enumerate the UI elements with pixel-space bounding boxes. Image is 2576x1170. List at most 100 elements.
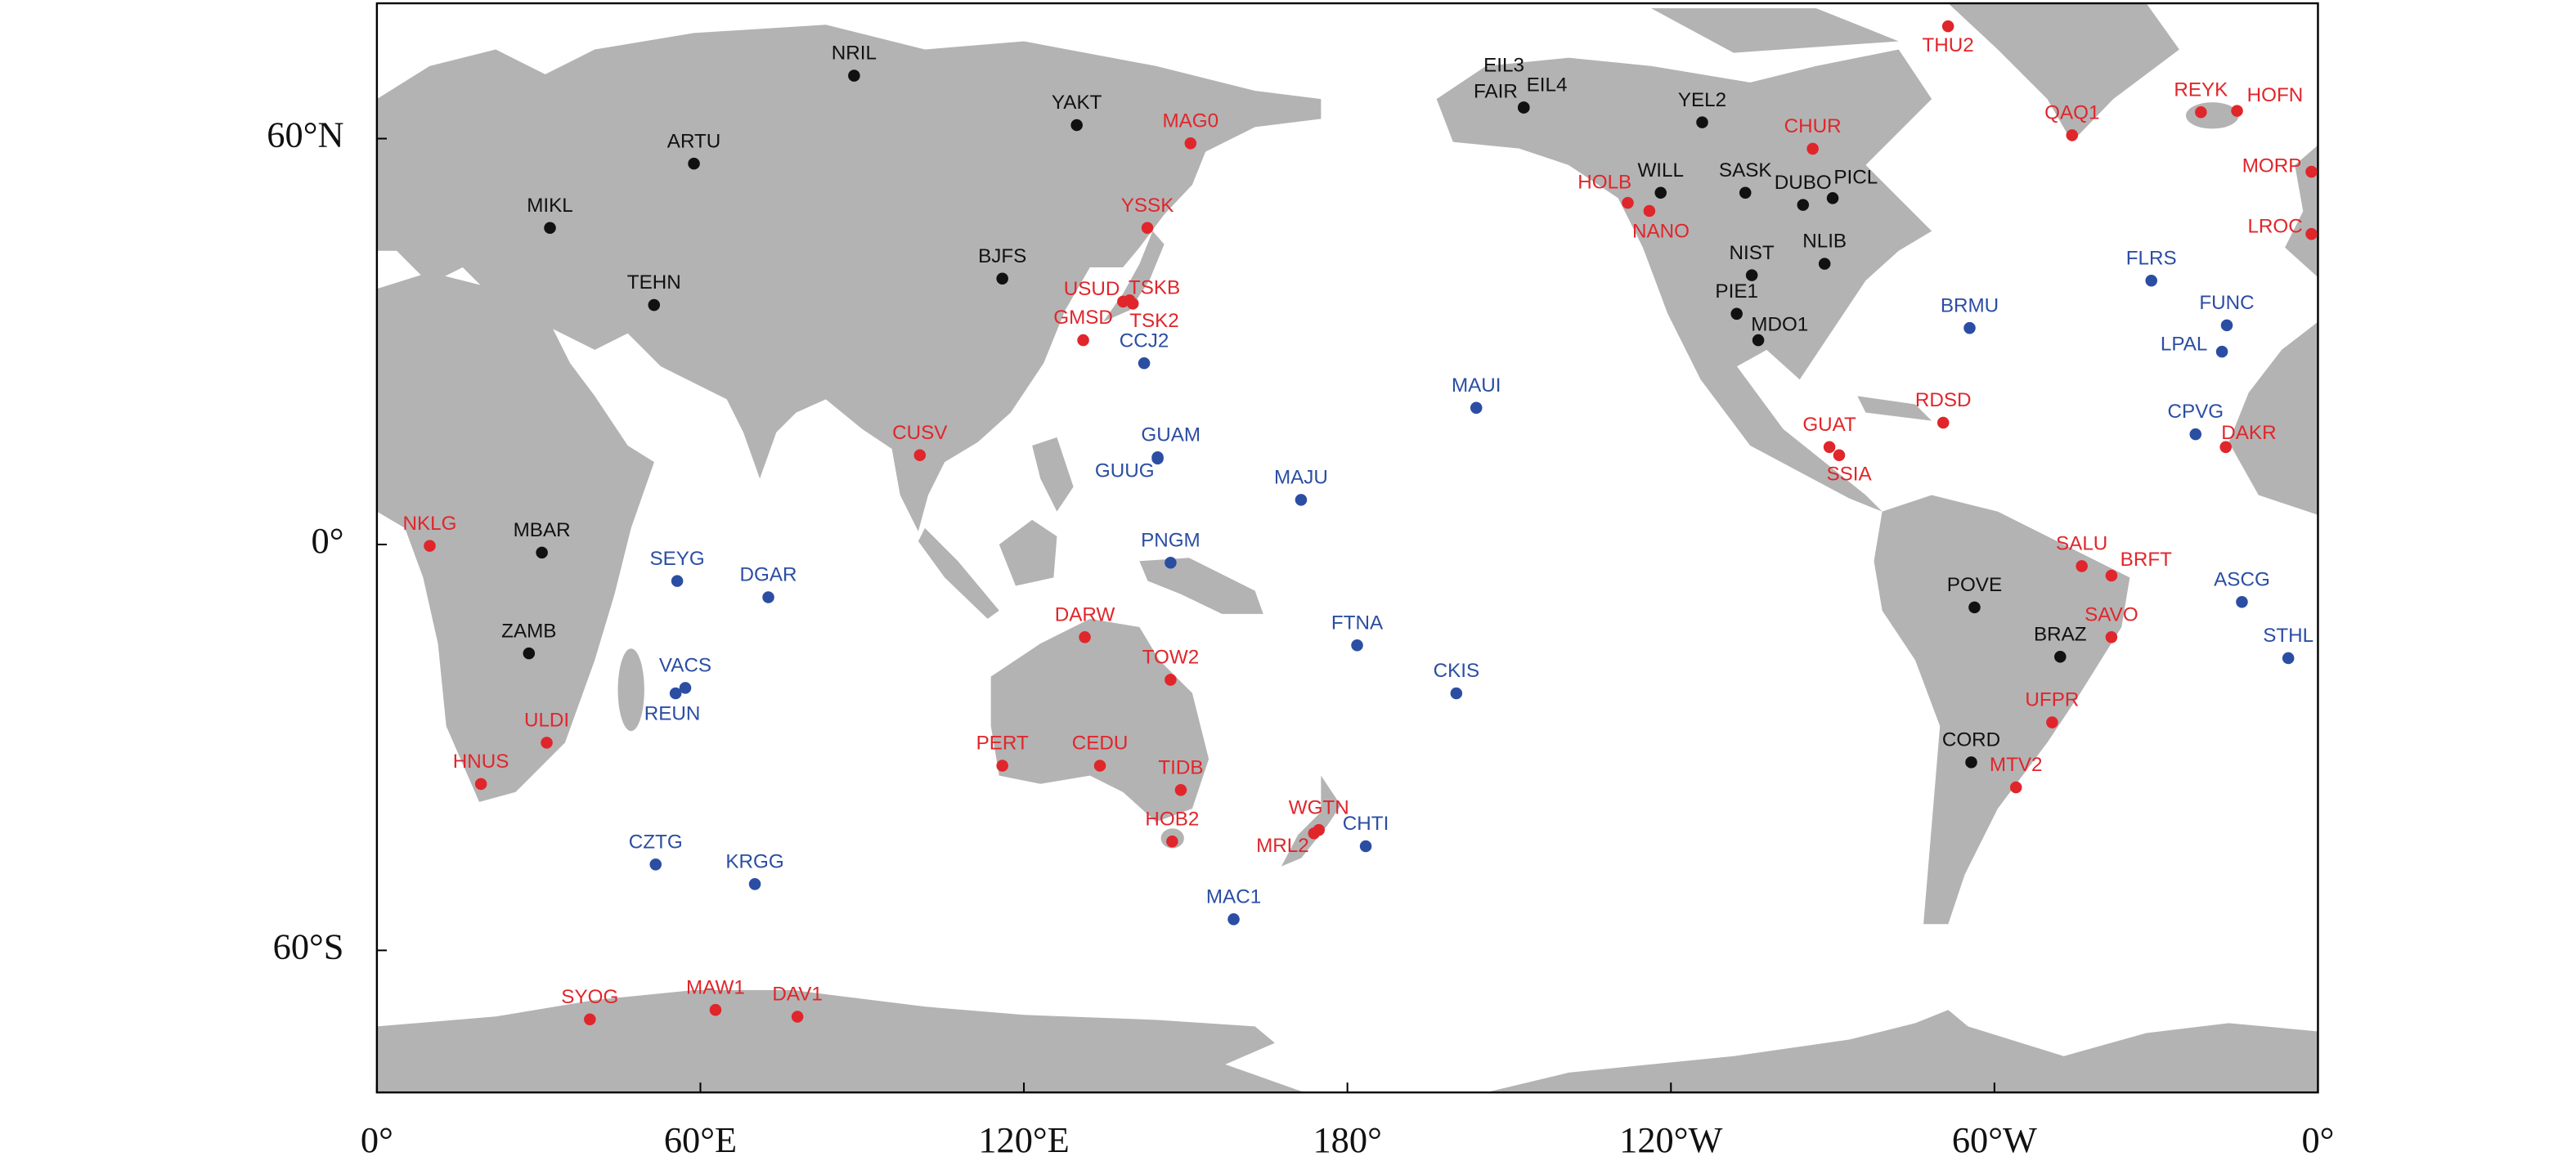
station-label: HOFN <box>2247 84 2304 106</box>
station-dot <box>1826 192 1839 204</box>
station-label: DUBO <box>1775 172 1832 194</box>
station-label: EIL3 <box>1483 54 1524 76</box>
station-label: PICL <box>1833 166 1878 188</box>
station-dot <box>748 878 761 890</box>
station-dot <box>791 1011 804 1023</box>
station-dot <box>544 222 556 234</box>
station-dot <box>1151 452 1164 465</box>
station-dot <box>2066 129 2079 141</box>
station-dot <box>1165 674 1177 686</box>
x-tick-label: 0° <box>2301 1119 2334 1160</box>
africa <box>376 272 654 802</box>
station-label: BRAZ <box>2034 623 2087 645</box>
station-dot <box>1070 119 1083 132</box>
station-dot <box>1833 449 1846 462</box>
station-label: WILL <box>1637 159 1684 182</box>
station-dot <box>1079 631 1091 643</box>
station-dot <box>1166 835 1178 848</box>
station-dot <box>1351 639 1363 652</box>
station-dot <box>1823 441 1836 454</box>
north-america <box>1436 49 1932 512</box>
station-label: SSIA <box>1826 463 1872 485</box>
station-label: CCJ2 <box>1120 329 1169 352</box>
x-tick-label: 180° <box>1313 1119 1381 1160</box>
station-dot <box>1941 20 1954 33</box>
station-label: HNUS <box>453 751 509 773</box>
station-label: CKIS <box>1434 660 1480 682</box>
station-label: CHUR <box>1784 115 1842 137</box>
station-dot <box>671 575 684 587</box>
x-tick-label: 120°E <box>978 1119 1069 1160</box>
station-label: DGAR <box>740 564 797 586</box>
station-label: DARW <box>1055 603 1115 625</box>
station-label: ULDI <box>524 710 569 732</box>
station-label: LROC <box>2247 215 2302 237</box>
station-dot <box>1227 913 1240 926</box>
station-label: MAC1 <box>1206 885 1261 908</box>
station-label: LPAL <box>2161 333 2207 355</box>
station-dot <box>541 737 553 749</box>
station-label: FTNA <box>1331 612 1384 634</box>
station-label: SALU <box>2056 533 2107 555</box>
station-label: MDO1 <box>1751 313 1808 335</box>
iceland <box>2185 102 2239 129</box>
station-label: MORP <box>2242 155 2302 177</box>
station-label: MAW1 <box>686 976 745 998</box>
station-label: BJFS <box>978 245 1026 267</box>
land <box>376 3 2318 1093</box>
station-label: SEYG <box>649 548 704 570</box>
station-label: NKLG <box>403 513 457 535</box>
x-tick-label: 60°W <box>1952 1119 2037 1160</box>
station-label: DAV1 <box>772 984 822 1006</box>
station-dot <box>2105 631 2118 643</box>
station-dot <box>2076 560 2088 572</box>
south-america <box>1874 495 2130 925</box>
x-tick-label: 0° <box>361 1119 393 1160</box>
station-dot <box>2231 105 2243 117</box>
station-dot <box>1752 334 1765 347</box>
cuba <box>1857 396 1932 421</box>
station-label: DAKR <box>2221 422 2276 444</box>
station-label: MBAR <box>514 519 571 541</box>
station-label: WGTN <box>1289 796 1349 818</box>
station-dot <box>2145 275 2157 287</box>
station-dot <box>2305 165 2318 178</box>
station-dot <box>424 540 436 552</box>
station-dot <box>648 298 661 312</box>
station-label: MAG0 <box>1162 110 1218 132</box>
station-label: PNGM <box>1141 529 1200 551</box>
station-label: REYK <box>2174 78 2228 101</box>
sumatra <box>918 527 999 619</box>
station-dot <box>1643 204 1656 217</box>
station-label: ASCG <box>2214 568 2270 590</box>
japan <box>1102 231 1165 322</box>
station-dot <box>1806 142 1819 155</box>
station-label: PIE1 <box>1715 280 1758 303</box>
station-label: MRL2 <box>1256 835 1309 857</box>
station-dot <box>2189 428 2202 441</box>
station-dot <box>2105 569 2118 582</box>
station-dot <box>1450 687 1463 700</box>
station-dot <box>1739 186 1752 199</box>
station-dot <box>1077 334 1089 347</box>
station-dot <box>2305 227 2318 240</box>
station-label: SYOG <box>561 986 618 1008</box>
station-dot <box>688 157 700 170</box>
station-dot <box>2009 781 2022 794</box>
station-label: TOW2 <box>1142 647 1200 669</box>
station-label: UFPR <box>2025 689 2079 711</box>
station-label: YEL2 <box>1678 89 1726 111</box>
station-label: FLRS <box>2126 247 2177 269</box>
station-label: CZTG <box>629 831 683 853</box>
station-label: BRMU <box>1941 294 1999 316</box>
station-label: YSSK <box>1121 195 1174 217</box>
station-dot <box>2219 441 2232 454</box>
station-label: THU2 <box>1923 34 1974 56</box>
station-dot <box>2215 345 2228 358</box>
station-dot <box>996 272 1008 285</box>
station-dot <box>669 687 682 700</box>
station-dot <box>2195 105 2207 119</box>
station-label: GUUG <box>1095 459 1155 482</box>
station-dot <box>1093 760 1106 772</box>
